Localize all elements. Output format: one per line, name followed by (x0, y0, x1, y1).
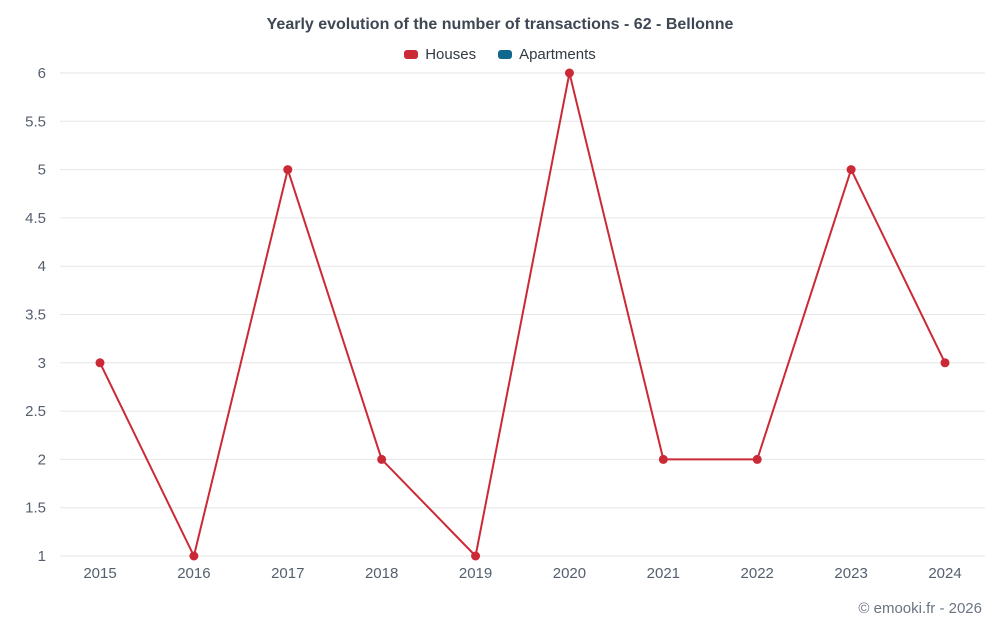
y-tick-label: 5.5 (25, 113, 46, 130)
y-tick-label: 5 (38, 162, 46, 179)
data-point-houses (283, 165, 293, 175)
x-tick-label: 2019 (459, 565, 492, 582)
data-point-houses (564, 68, 574, 78)
y-tick-label: 2.5 (25, 403, 46, 420)
legend-label: Apartments (519, 46, 596, 63)
data-point-houses (752, 454, 762, 464)
x-tick-label: 2016 (177, 565, 210, 582)
x-tick-label: 2015 (83, 565, 116, 582)
y-tick-label: 4.5 (25, 210, 46, 227)
legend-marker-houses (404, 50, 419, 59)
legend-item-apartments[interactable]: Apartments (498, 46, 596, 63)
legend-item-houses[interactable]: Houses (404, 46, 476, 63)
chart-legend: Houses Apartments (0, 46, 1000, 63)
chart-title: Yearly evolution of the number of transa… (266, 16, 734, 33)
legend-label: Houses (425, 46, 477, 63)
x-tick-label: 2022 (741, 565, 774, 582)
data-point-houses (846, 165, 856, 175)
data-point-houses (940, 358, 950, 368)
x-tick-label: 2023 (834, 565, 867, 582)
x-tick-label: 2021 (647, 565, 680, 582)
x-tick-label: 2024 (928, 565, 961, 582)
y-tick-label: 1.5 (25, 500, 46, 517)
data-point-houses (95, 358, 105, 368)
y-tick-label: 3.5 (25, 307, 46, 324)
data-point-houses (471, 551, 481, 561)
y-tick-label: 6 (38, 65, 46, 82)
x-tick-label: 2017 (271, 565, 304, 582)
footer-credit: © emooki.fr - 2026 (858, 600, 982, 617)
y-tick-label: 1 (38, 548, 46, 565)
y-tick-label: 2 (38, 451, 46, 468)
y-tick-label: 3 (38, 355, 46, 372)
y-tick-label: 4 (38, 258, 46, 275)
data-point-houses (189, 551, 199, 561)
data-point-houses (377, 454, 387, 464)
data-point-houses (658, 454, 668, 464)
series-line-houses (99, 72, 946, 557)
x-tick-label: 2018 (365, 565, 398, 582)
x-tick-label: 2020 (553, 565, 586, 582)
legend-marker-apartments (498, 50, 513, 59)
